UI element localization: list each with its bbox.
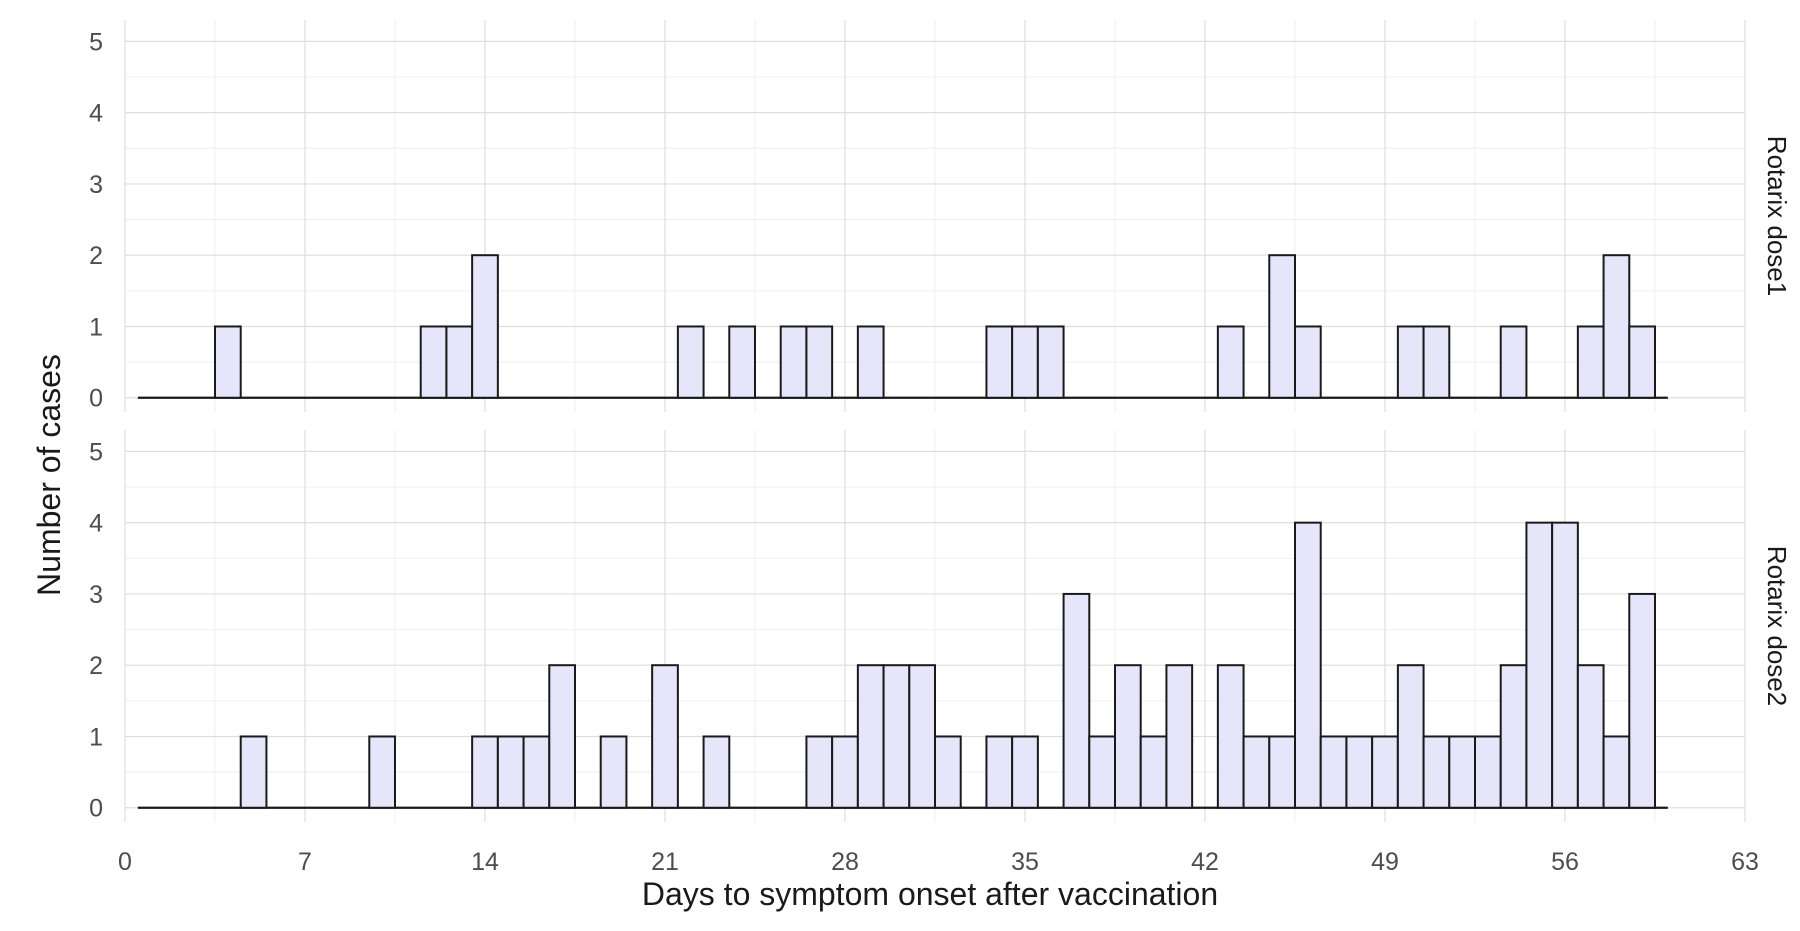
y-tick-label: 5	[89, 28, 103, 56]
bar-day-23	[702, 735, 731, 809]
bar-day-58	[1602, 735, 1631, 809]
x-tick-labels: 0 7 14 21 28 35 42 49 56 63	[118, 848, 1759, 876]
bar-day-48	[1345, 735, 1374, 809]
bar-day-43	[1216, 325, 1245, 399]
bar-day-58	[1602, 254, 1631, 399]
bar-day-51	[1422, 325, 1451, 399]
y-tick-label: 1	[89, 313, 103, 341]
bar-day-54	[1499, 664, 1528, 809]
bar-day-47	[1319, 735, 1348, 809]
x-tick-label: 42	[1191, 848, 1219, 876]
bar-day-30	[882, 664, 911, 809]
bar-day-45	[1268, 254, 1297, 399]
bar-day-31	[908, 664, 936, 809]
bar-day-28	[831, 735, 859, 809]
bar-day-35	[1011, 735, 1039, 809]
bar-day-29	[856, 325, 885, 399]
y-tick-label: 4	[89, 100, 103, 128]
bar-day-39	[1114, 664, 1142, 809]
bar-day-13	[445, 325, 474, 399]
bar-day-14	[471, 254, 499, 399]
y-tick-label: 2	[89, 652, 103, 680]
bar-day-12	[419, 325, 448, 399]
bar-day-59	[1628, 592, 1657, 809]
y-tick-label: 1	[89, 723, 103, 751]
bar-day-44	[1242, 735, 1271, 809]
bar-day-41	[1165, 664, 1194, 809]
bar-day-45	[1268, 735, 1297, 809]
bar-day-43	[1216, 664, 1245, 809]
x-tick-label: 63	[1731, 848, 1759, 876]
bar-day-54	[1499, 325, 1528, 399]
bar-day-5	[239, 735, 268, 809]
bar-day-19	[599, 735, 628, 809]
bar-day-51	[1422, 735, 1451, 809]
bar-day-21	[651, 664, 679, 809]
panels-layer: 0 1 2 3 4 5 Rotarix dose1 0 1 2 3 4 5 Rotarix dose2	[89, 20, 1792, 823]
panel-1: 0 1 2 3 4 5 Rotarix dose1	[89, 20, 1792, 413]
bar-day-50	[1396, 664, 1425, 809]
y-tick-label: 0	[89, 385, 103, 413]
bar-day-56	[1551, 521, 1579, 809]
x-tick-label: 49	[1371, 848, 1399, 876]
bar-day-37	[1062, 592, 1091, 809]
bar-day-46	[1294, 325, 1322, 399]
bar-day-17	[548, 664, 576, 809]
y-axis-title: Number of cases	[31, 354, 67, 596]
y-tick-label: 0	[89, 795, 103, 823]
x-tick-label: 56	[1551, 848, 1579, 876]
bar-day-38	[1088, 735, 1117, 809]
bar-day-52	[1448, 735, 1477, 809]
y-tick-label: 3	[89, 581, 103, 609]
y-tick-label: 2	[89, 242, 103, 270]
x-tick-label: 14	[471, 848, 499, 876]
facet-strip-label: Rotarix dose1	[1762, 136, 1792, 296]
y-tick-label: 3	[89, 171, 103, 199]
x-tick-label: 35	[1011, 848, 1039, 876]
bar-day-50	[1396, 325, 1425, 399]
facet-strip-label: Rotarix dose2	[1762, 546, 1792, 706]
bar-day-27	[805, 735, 834, 809]
x-axis-title: Days to symptom onset after vaccination	[642, 876, 1218, 912]
bar-day-26	[779, 325, 808, 399]
bar-day-27	[805, 325, 834, 399]
bar-day-29	[856, 664, 885, 809]
bar-day-35	[1011, 325, 1039, 399]
x-tick-label: 0	[118, 848, 132, 876]
bar-day-36	[1036, 325, 1065, 399]
bar-day-34	[985, 735, 1014, 809]
x-tick-label: 28	[831, 848, 859, 876]
bar-day-59	[1628, 325, 1657, 399]
bar-day-49	[1371, 735, 1399, 809]
panel-2: 0 1 2 3 4 5 Rotarix dose2	[89, 430, 1792, 823]
bar-day-22	[676, 325, 705, 399]
x-tick-label: 21	[651, 848, 679, 876]
bar-day-16	[522, 735, 551, 809]
y-tick-label: 4	[89, 510, 103, 538]
bar-day-14	[471, 735, 499, 809]
y-tick-label: 5	[89, 438, 103, 466]
bar-day-55	[1525, 521, 1554, 809]
x-tick-label: 7	[298, 848, 312, 876]
bar-day-15	[496, 735, 525, 809]
bar-day-53	[1474, 735, 1502, 809]
bar-day-40	[1139, 735, 1168, 809]
bar-day-10	[368, 735, 396, 809]
bar-day-34	[985, 325, 1014, 399]
bar-day-32	[934, 735, 962, 809]
bar-day-4	[214, 325, 242, 399]
bar-day-57	[1576, 325, 1605, 399]
bar-day-24	[728, 325, 756, 399]
bar-day-57	[1576, 664, 1605, 809]
bar-day-46	[1294, 521, 1322, 809]
